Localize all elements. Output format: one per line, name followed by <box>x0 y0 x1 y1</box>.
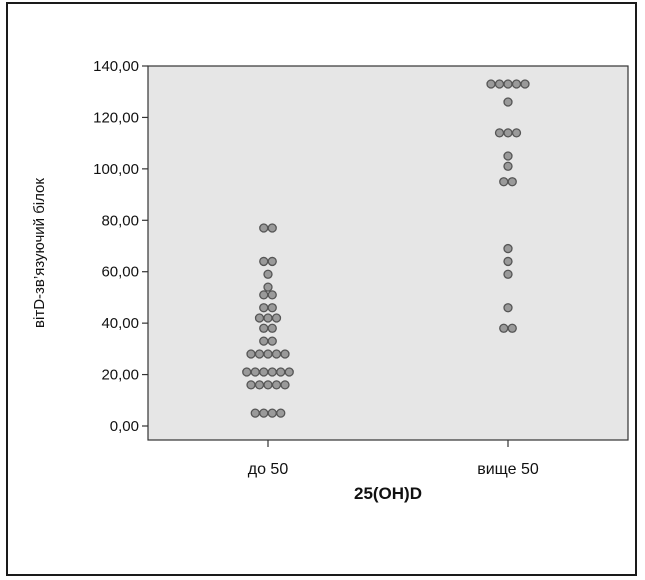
data-point <box>259 336 269 346</box>
data-point <box>507 323 517 333</box>
y-tick-label: 120,00 <box>93 109 139 126</box>
data-point <box>503 151 513 161</box>
data-point <box>271 380 282 390</box>
data-point <box>267 303 277 313</box>
y-tick-label: 0,00 <box>110 418 139 435</box>
data-point <box>499 323 509 333</box>
y-tick-label: 80,00 <box>101 212 139 229</box>
data-point <box>259 223 269 233</box>
data-point <box>259 303 269 313</box>
data-point <box>267 336 277 346</box>
data-point <box>263 269 273 279</box>
data-point <box>494 79 505 89</box>
y-tick-label: 100,00 <box>93 161 139 178</box>
x-axis-label: 25(OH)D <box>354 484 422 503</box>
data-point <box>263 380 273 390</box>
data-point <box>494 128 505 138</box>
data-point <box>284 367 294 377</box>
y-tick-label: 40,00 <box>101 315 139 332</box>
data-point <box>280 349 290 359</box>
data-point <box>259 408 269 418</box>
y-tick-label: 60,00 <box>101 264 139 281</box>
x-tick-label: до 50 <box>248 461 289 478</box>
plot-area <box>147 65 629 441</box>
data-point <box>276 367 286 377</box>
y-tick-label: 20,00 <box>101 367 139 384</box>
y-axis-label: вітD-зв’язуючий білок <box>31 178 48 328</box>
y-axis: 0,00 20,00 40,00 60,00 80,00 100,00 120,00 140,… <box>93 58 148 435</box>
data-point <box>267 367 277 377</box>
data-point <box>503 79 513 89</box>
data-point <box>267 323 277 333</box>
data-point <box>250 367 260 377</box>
data-point <box>267 290 277 300</box>
data-point <box>276 408 286 418</box>
data-point <box>503 243 513 254</box>
data-point <box>511 79 522 89</box>
data-point <box>520 79 530 89</box>
data-point <box>280 380 290 390</box>
data-point <box>271 313 282 323</box>
data-point <box>499 177 509 187</box>
data-point <box>259 290 269 300</box>
data-point <box>259 256 269 267</box>
data-point <box>271 349 282 359</box>
data-point <box>242 367 252 377</box>
data-point <box>246 380 256 390</box>
data-point <box>267 256 277 267</box>
data-point <box>503 161 513 171</box>
data-point <box>486 79 496 89</box>
data-point <box>503 128 513 138</box>
data-point <box>503 256 513 267</box>
data-point <box>267 223 277 233</box>
data-point <box>263 313 273 323</box>
data-point <box>246 349 256 359</box>
data-point <box>254 313 265 323</box>
data-point <box>503 303 513 313</box>
data-point <box>511 128 522 138</box>
data-point <box>254 380 265 390</box>
data-point <box>250 408 260 418</box>
y-tick-label: 140,00 <box>93 58 139 75</box>
data-point <box>254 349 265 359</box>
data-points <box>242 79 530 418</box>
data-point <box>259 323 269 333</box>
data-point <box>503 97 513 107</box>
data-point <box>263 282 273 292</box>
data-point <box>507 177 517 187</box>
data-point <box>267 408 277 418</box>
x-tick-label: вище 50 <box>477 461 539 478</box>
x-axis: до 50 вище 50 <box>248 440 539 478</box>
data-point <box>503 269 513 279</box>
data-point <box>263 349 273 359</box>
data-point <box>259 367 269 377</box>
